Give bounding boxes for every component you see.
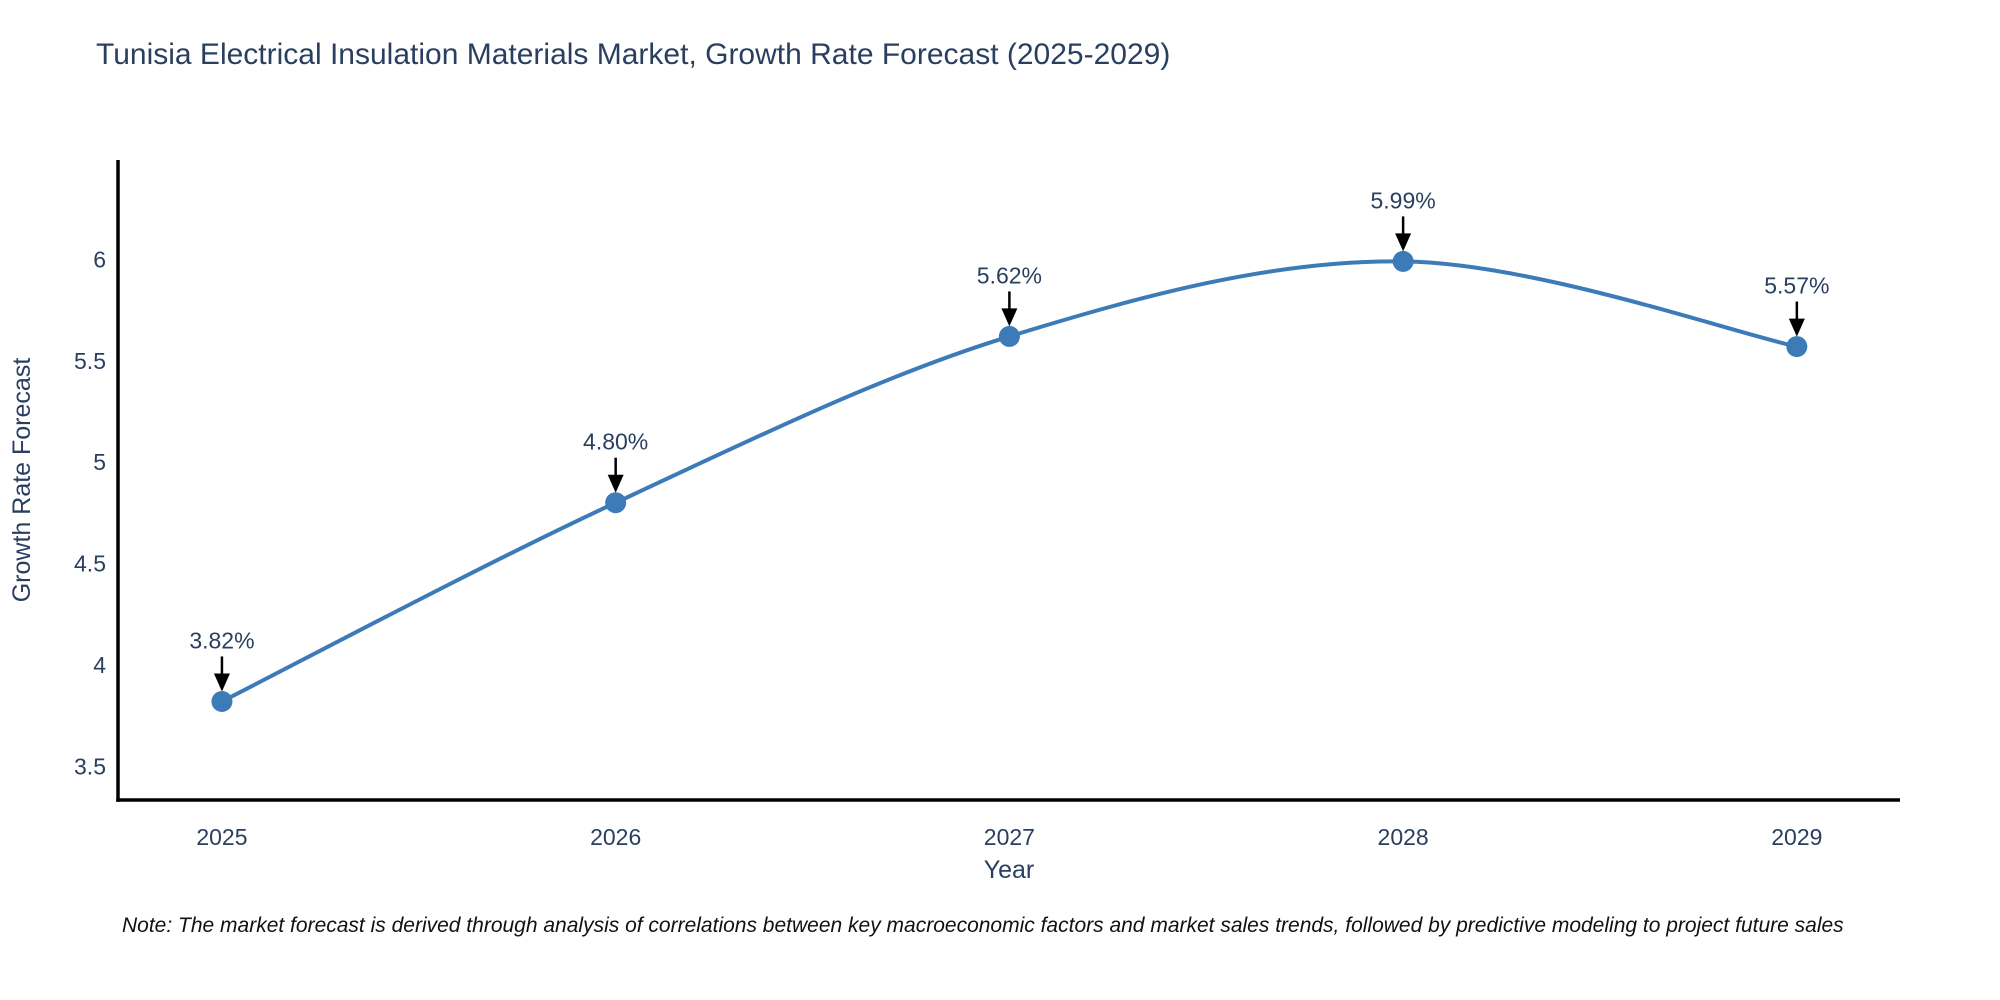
annotation-arrowhead: [213, 673, 230, 692]
y-tick-label: 6: [93, 246, 106, 272]
data-point-marker: [1392, 250, 1414, 272]
annotation-arrowhead: [1788, 318, 1805, 337]
point-annotation-label: 5.62%: [977, 262, 1042, 288]
x-tick-label: 2029: [1771, 824, 1822, 850]
annotation-arrowhead: [607, 474, 624, 493]
y-tick-label: 5.5: [74, 348, 106, 374]
y-tick-label: 3.5: [74, 753, 106, 779]
chart-title: Tunisia Electrical Insulation Materials …: [96, 38, 1171, 71]
annotation-arrowhead: [1001, 308, 1018, 327]
point-annotation-label: 5.57%: [1764, 273, 1829, 299]
point-annotation-label: 4.80%: [583, 429, 648, 455]
data-point-marker: [211, 690, 233, 712]
y-tick-label: 5: [93, 449, 106, 475]
data-point-marker: [998, 325, 1020, 347]
x-axis-title: Year: [984, 856, 1035, 884]
point-annotation-label: 3.82%: [189, 627, 254, 653]
data-point-marker: [605, 492, 627, 514]
x-tick-label: 2027: [984, 824, 1035, 850]
x-tick-label: 2026: [590, 824, 641, 850]
x-tick-label: 2025: [196, 824, 247, 850]
point-annotation-label: 5.99%: [1371, 187, 1436, 213]
y-axis-title: Growth Rate Forecast: [8, 358, 36, 603]
annotation-arrowhead: [1395, 233, 1412, 252]
chart-footnote: Note: The market forecast is derived thr…: [122, 914, 1844, 937]
y-tick-label: 4: [93, 652, 106, 678]
y-tick-label: 4.5: [74, 551, 106, 577]
data-point-marker: [1786, 336, 1808, 358]
x-tick-label: 2028: [1378, 824, 1429, 850]
